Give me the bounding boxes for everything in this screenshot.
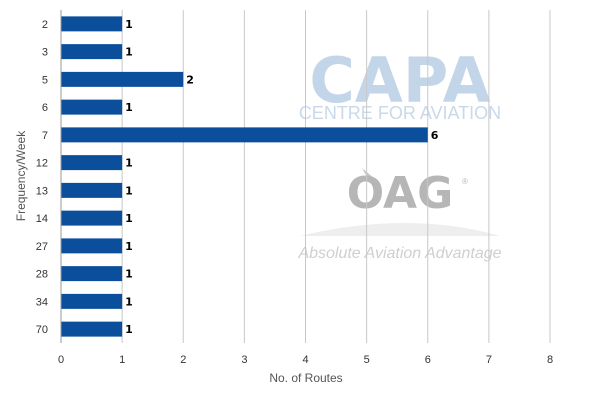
bar [61,293,123,309]
x-axis-ticks: 0 1 2 3 4 5 6 7 8 [58,354,553,366]
gridlines [121,10,551,343]
x-tick-label: 4 [302,354,308,366]
data-label: 1 [125,268,133,281]
x-tick-label: 2 [180,354,186,366]
registered-mark-icon: ® [462,177,468,186]
bar [61,238,123,254]
data-label: 6 [431,129,439,142]
y-axis-ticks: 2 3 5 6 7 12 13 14 27 28 34 70 [36,19,48,336]
x-tick-label: 7 [486,354,492,366]
y-tick-label: 6 [42,102,48,114]
bar [61,99,123,115]
x-tick-label: 5 [364,354,370,366]
x-tick-label: 6 [425,354,431,366]
y-tick-label: 34 [36,296,48,308]
bar [61,155,123,171]
x-axis-title: No. of Routes [269,371,342,385]
capa-logo-watermark: CAPA [309,44,490,117]
y-tick-label: 13 [36,185,48,197]
y-tick-label: 28 [36,269,48,281]
watermark-group: CAPA CENTRE FOR AVIATION OAG ® Absolute … [297,44,501,262]
bar [61,210,123,226]
bar [61,44,123,60]
bar [61,71,184,87]
bars-group [61,16,428,337]
data-label: 1 [125,18,133,31]
y-tick-label: 70 [36,324,48,336]
bar [61,127,428,143]
x-tick-label: 8 [547,354,553,366]
bar [61,321,123,337]
bar [61,182,123,198]
data-label: 1 [125,46,133,59]
oag-swoosh-icon [362,168,376,182]
data-label: 1 [125,295,133,308]
y-axis-title: Frequency/Week [14,130,28,221]
data-label: 1 [125,184,133,197]
bar [61,266,123,282]
x-tick-label: 3 [241,354,247,366]
y-tick-label: 12 [36,158,48,170]
data-label: 1 [125,212,133,225]
oag-horizon-swoosh-icon [300,223,500,236]
x-tick-label: 1 [119,354,125,366]
y-tick-label: 5 [42,74,48,86]
y-tick-label: 2 [42,19,48,31]
x-tick-label: 0 [58,354,64,366]
y-tick-label: 7 [42,130,48,142]
capa-subtitle-watermark: CENTRE FOR AVIATION [299,103,501,123]
bar [61,16,123,32]
data-label: 1 [125,157,133,170]
data-label: 1 [125,240,133,253]
oag-tagline-watermark: Absolute Aviation Advantage [297,245,501,262]
y-tick-label: 3 [42,47,48,59]
data-label: 1 [125,323,133,336]
y-tick-label: 27 [36,241,48,253]
data-label: 2 [186,73,194,86]
data-label: 1 [125,101,133,114]
y-tick-label: 14 [36,213,48,225]
oag-logo-watermark: OAG [347,168,453,219]
